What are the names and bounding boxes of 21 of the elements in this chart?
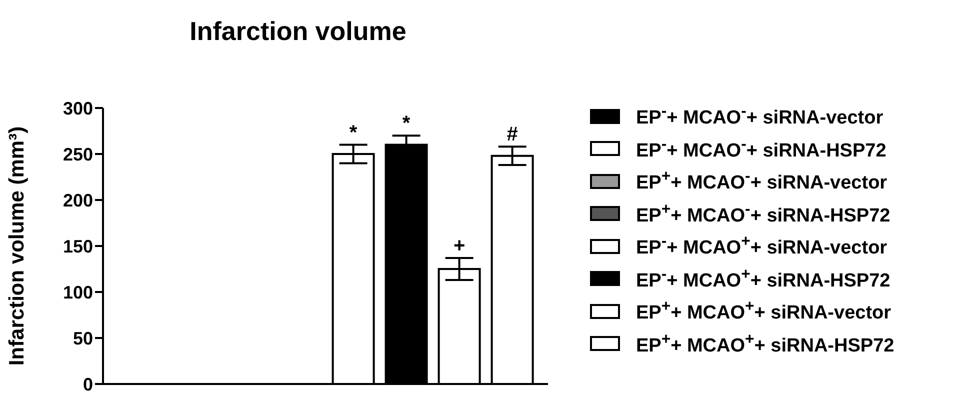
y-tick-label: 250 [62, 144, 93, 164]
y-tick-label: 0 [82, 374, 93, 394]
y-tick-label: 150 [62, 236, 93, 256]
y-axis-title: Infarction volume (mm³) [5, 126, 28, 366]
legend-label: EP$^{-}$+ MCAO$^{+}$+ siRNA-vector [636, 233, 888, 260]
legend-label: EP$^{+}$+ MCAO$^{+}$+ siRNA-HSP72 [636, 330, 894, 357]
legend-label: EP$^{+}$+ MCAO$^{-}$+ siRNA-vector [636, 168, 888, 194]
y-tick-label: 300 [62, 98, 93, 118]
data-label: * [402, 112, 410, 135]
legend-label: EP$^{-}$+ MCAO$^{+}$+ siRNA-HSP72 [636, 266, 890, 292]
data-label: * [349, 122, 358, 144]
chart-title: Infarction volume [188, 16, 408, 47]
legend-label: EP$^{-}$+ MCAO$^{-}$+ siRNA-HSP72 [636, 136, 886, 162]
legend-label: EP$^{+}$+ MCAO$^{-}$+ siRNA-HSP72 [636, 200, 890, 227]
data-label: # [506, 124, 518, 146]
legend-label: EP$^{-}$+ MCAO$^{-}$+ siRNA-vector [636, 103, 884, 130]
legend-label: EP$^{+}$+ MCAO$^{+}$+ siRNA-vector [636, 298, 892, 324]
y-tick-label: 100 [62, 282, 93, 302]
y-tick-label: 50 [72, 328, 93, 348]
data-label: + [453, 234, 466, 257]
y-tick-label: 200 [62, 190, 93, 210]
